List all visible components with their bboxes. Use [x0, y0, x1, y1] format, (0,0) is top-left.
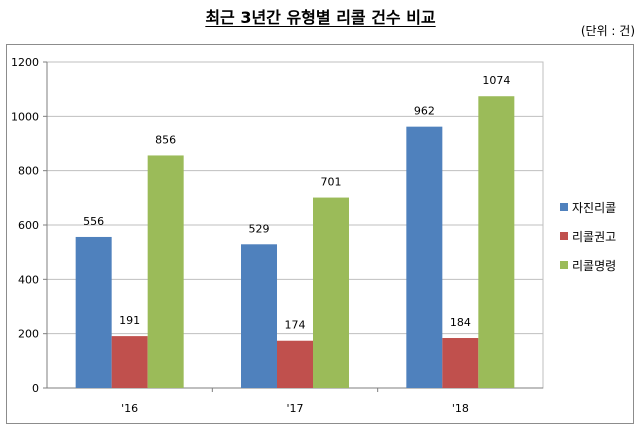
legend-swatch	[560, 232, 568, 240]
data-label: 556	[83, 215, 104, 228]
bar	[111, 336, 148, 388]
y-tick-label: 0	[32, 382, 39, 395]
chart-title: 최근 3년간 유형별 리콜 건수 비교	[205, 8, 436, 27]
data-label: 962	[414, 105, 435, 118]
data-label: 701	[321, 176, 342, 189]
unit-label: (단위 : 건)	[580, 24, 635, 38]
x-tick-label: '18	[452, 402, 469, 415]
legend-label: 리콜권고	[572, 229, 617, 244]
y-tick-label: 200	[18, 328, 39, 341]
legend-label: 자진리콜	[572, 200, 617, 215]
legend-item: 자진리콜	[560, 198, 616, 216]
data-label: 184	[450, 316, 471, 329]
bar	[277, 340, 313, 388]
legend-item: 리콜권고	[560, 227, 616, 245]
data-label: 174	[285, 319, 306, 332]
bar	[406, 126, 443, 388]
bar	[313, 197, 349, 388]
legend-swatch	[560, 261, 568, 269]
x-tick-label: '16	[121, 402, 138, 415]
y-tick-label: 800	[18, 165, 39, 178]
bar	[75, 236, 112, 388]
y-tick-label: 600	[18, 219, 39, 232]
y-tick-label: 1200	[11, 56, 39, 69]
y-tick-label: 1000	[11, 110, 39, 123]
legend-item: 리콜명령	[560, 256, 616, 274]
bar	[147, 155, 184, 388]
data-label: 191	[119, 314, 140, 327]
bar	[241, 244, 277, 388]
y-tick-label: 400	[18, 273, 39, 286]
bar	[478, 96, 515, 388]
data-label: 1074	[482, 74, 510, 87]
bar	[442, 338, 479, 388]
data-label: 529	[249, 222, 270, 235]
legend-swatch	[560, 203, 568, 211]
x-tick-label: '17	[286, 402, 303, 415]
data-label: 856	[155, 133, 176, 146]
legend-label: 리콜명령	[572, 258, 617, 273]
